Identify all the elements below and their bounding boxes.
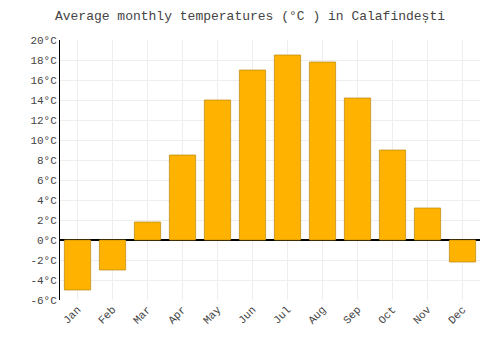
svg-text:Apr: Apr xyxy=(166,304,188,326)
svg-text:Dec: Dec xyxy=(446,304,468,326)
svg-text:20°C: 20°C xyxy=(30,35,57,47)
svg-text:Sep: Sep xyxy=(341,304,363,326)
svg-text:18°C: 18°C xyxy=(30,55,57,67)
svg-text:14°C: 14°C xyxy=(30,95,57,107)
svg-text:6°C: 6°C xyxy=(37,175,57,187)
svg-text:16°C: 16°C xyxy=(30,75,57,87)
svg-text:-2°C: -2°C xyxy=(30,255,57,267)
svg-text:Mar: Mar xyxy=(131,304,153,326)
svg-text:0°C: 0°C xyxy=(37,235,57,247)
svg-text:12°C: 12°C xyxy=(30,115,57,127)
svg-text:May: May xyxy=(201,304,224,327)
svg-text:Nov: Nov xyxy=(411,304,434,327)
svg-text:4°C: 4°C xyxy=(37,195,57,207)
svg-text:Jul: Jul xyxy=(271,304,293,326)
svg-text:Oct: Oct xyxy=(376,304,398,326)
svg-text:-4°C: -4°C xyxy=(30,275,57,287)
svg-text:-6°C: -6°C xyxy=(30,295,57,307)
svg-text:10°C: 10°C xyxy=(30,135,57,147)
svg-text:Jun: Jun xyxy=(236,304,258,326)
svg-text:Jan: Jan xyxy=(61,304,83,326)
svg-text:2°C: 2°C xyxy=(37,215,57,227)
svg-text:8°C: 8°C xyxy=(37,155,57,167)
svg-text:Feb: Feb xyxy=(96,304,118,326)
svg-text:Average monthly temperatures (: Average monthly temperatures (°C ) in Ca… xyxy=(55,9,445,24)
svg-text:Aug: Aug xyxy=(306,304,328,326)
